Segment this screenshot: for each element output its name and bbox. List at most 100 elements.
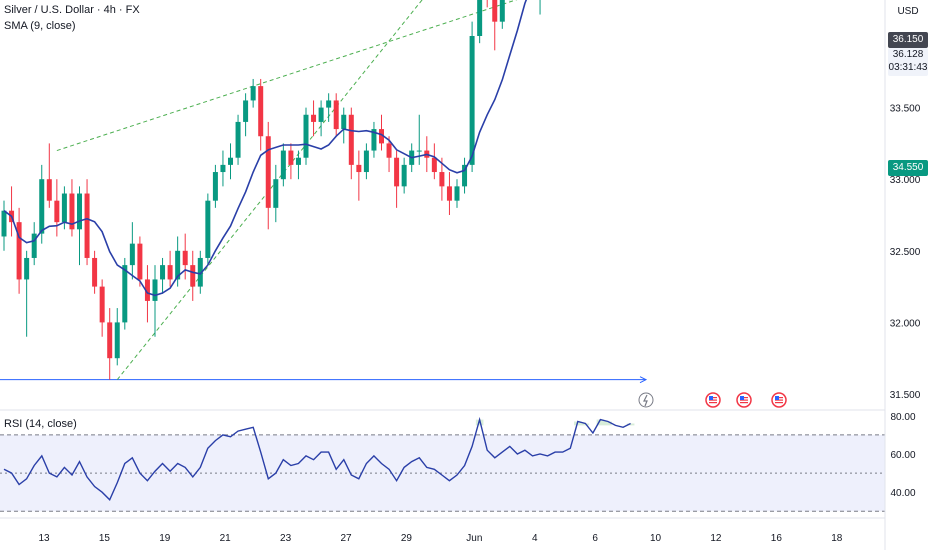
candle-body: [326, 100, 332, 108]
time-axis[interactable]: 13 15 19 21 23 27 29 Jun 4 6 10 12 16 18: [38, 533, 842, 544]
candle-body: [333, 100, 339, 130]
candle-body: [205, 200, 211, 258]
candle-body: [77, 193, 82, 230]
us-flag-stripe: [709, 399, 717, 401]
candle-body: [356, 164, 362, 173]
rsi-pane: [0, 416, 885, 512]
current-price-value: 36.128: [892, 49, 924, 60]
us-flag-canton: [740, 396, 744, 400]
candle-body: [379, 129, 384, 144]
candle-body: [265, 136, 271, 208]
flash-icon: [638, 392, 654, 408]
candle-body: [280, 150, 286, 180]
candle-body: [107, 322, 113, 359]
rsi-legend[interactable]: RSI (14, close): [4, 418, 77, 430]
candle-body: [24, 257, 30, 280]
candle-body: [446, 186, 452, 201]
candle-body: [175, 250, 181, 280]
stop-price-label: 36.150: [888, 32, 928, 48]
price-tick-label: 32.500: [890, 247, 921, 258]
candle-body: [144, 279, 150, 301]
candle-body: [477, 0, 483, 36]
sma-legend[interactable]: SMA (9, close): [4, 20, 76, 32]
currency-label[interactable]: USD: [897, 6, 919, 17]
candle-body: [439, 172, 445, 187]
candle-body: [250, 86, 256, 101]
candle-body: [99, 286, 105, 323]
candle-body: [114, 322, 120, 359]
candle-body: [190, 265, 196, 287]
candle-body: [137, 243, 143, 280]
symbol-title[interactable]: Silver / U.S. Dollar · 4h · FX: [4, 4, 140, 16]
target-price-label: 34.550: [888, 160, 928, 176]
time-tick-label: 13: [38, 533, 50, 544]
candle-body: [469, 36, 475, 165]
rsi-band: [0, 434, 885, 512]
upper-trendline: [56, 0, 518, 152]
candle-body: [61, 193, 67, 223]
candle-body: [288, 150, 294, 165]
candle-body: [431, 157, 437, 173]
rsi-tick-label: 80.00: [890, 412, 915, 423]
support-ray-arrow: [639, 376, 648, 384]
lower-trendline: [116, 0, 423, 380]
time-tick-label: 21: [220, 533, 232, 544]
candle-body: [39, 179, 45, 234]
us-flag-stripe: [709, 402, 717, 404]
candle-body: [31, 233, 37, 258]
price-tick-label: 33.000: [890, 175, 921, 186]
us-flag-stripe: [740, 402, 748, 404]
sma-line: [3, 0, 528, 297]
rsi-tick-label: 60.00: [890, 450, 915, 461]
candle-body: [46, 179, 52, 201]
candle-body: [273, 179, 279, 208]
candle-body: [295, 157, 301, 165]
time-tick-label: 6: [592, 533, 598, 544]
candle-body: [341, 114, 347, 130]
candle-body: [394, 157, 400, 187]
candle-body: [129, 243, 135, 266]
time-tick-label: 27: [340, 533, 352, 544]
candle-body: [92, 257, 98, 287]
candle-body: [197, 257, 203, 287]
time-tick-label: 19: [159, 533, 171, 544]
price-tick-label: 33.500: [890, 104, 921, 115]
rsi-line: [3, 416, 631, 502]
candle-body: [160, 265, 166, 280]
time-tick-label: 4: [532, 533, 538, 544]
candle-body: [1, 210, 7, 237]
candle-body: [258, 86, 264, 137]
us-flag-icon: [771, 392, 787, 408]
flash-icon-bolt: [643, 394, 648, 407]
us-flag-icon: [736, 392, 752, 408]
us-flag-canton: [709, 396, 713, 400]
candle-body: [303, 114, 309, 158]
candle-body: [212, 172, 218, 201]
candle-body: [311, 114, 317, 122]
time-tick-label: 12: [710, 533, 722, 544]
candle-body: [401, 164, 407, 187]
candle-countdown: 03:31:43: [888, 62, 928, 73]
candle-body: [235, 121, 241, 158]
time-tick-label: 16: [771, 533, 783, 544]
candle-body: [371, 129, 377, 151]
candle-body: [152, 279, 158, 301]
candle-body: [122, 265, 128, 323]
candle-body: [499, 0, 505, 22]
candle-body: [69, 193, 75, 230]
candle-body: [348, 114, 354, 165]
candle-body: [492, 0, 498, 22]
candle-body: [167, 265, 173, 280]
us-flag-stripe: [775, 399, 783, 401]
time-tick-label: 23: [280, 533, 292, 544]
time-tick-label: Jun: [466, 533, 482, 544]
candle-body: [416, 150, 422, 152]
current-price-label: 36.128 03:31:43: [888, 48, 928, 76]
us-flag-icon: [705, 392, 721, 408]
candle-body: [318, 107, 324, 122]
candle-body: [243, 100, 249, 122]
sma-9-line: [3, 0, 528, 297]
level-lines: [0, 376, 648, 384]
candle-body: [228, 157, 233, 165]
